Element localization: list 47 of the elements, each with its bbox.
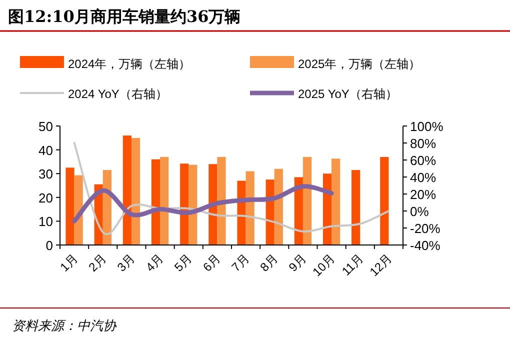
y2-tick-label: 80%: [410, 136, 436, 151]
x-tick-label: 11月: [339, 251, 366, 278]
bar: [208, 164, 218, 245]
x-tick-label: 1月: [57, 251, 80, 274]
bar: [66, 168, 74, 245]
bar: [131, 138, 140, 245]
y-tick-label: 40: [38, 142, 53, 158]
bar: [332, 158, 340, 245]
x-tick-label: 2月: [86, 251, 109, 274]
y-tick-label: 0: [46, 238, 53, 253]
bar: [151, 159, 160, 245]
y2-tick-label: 20%: [410, 187, 436, 202]
legend-label: 2024 YoY（右轴）: [68, 87, 168, 101]
y2-tick-label: -40%: [410, 238, 441, 253]
x-tick-label: 9月: [286, 251, 310, 274]
y2-tick-label: -20%: [410, 221, 441, 236]
y-tick-label: 30: [38, 166, 53, 182]
bar: [160, 156, 169, 245]
legend-label: 2025 YoY（右轴）: [298, 87, 398, 101]
y-tick-label: 50: [38, 119, 53, 134]
bar: [217, 156, 226, 245]
bar: [352, 170, 360, 245]
y2-tick-label: 40%: [410, 170, 436, 185]
y2-tick-label: 0%: [410, 204, 430, 219]
y2-tick-label: 60%: [410, 153, 436, 168]
x-tick-label: 8月: [257, 251, 280, 274]
bar: [122, 136, 132, 245]
legend-label: 2025年，万辆（左轴）: [298, 57, 421, 71]
x-tick-label: 6月: [200, 251, 224, 274]
bar: [180, 164, 189, 245]
x-tick-label: 4月: [143, 251, 166, 274]
legend-label: 2024年，万辆（左轴）: [68, 57, 191, 71]
bar: [380, 156, 389, 245]
x-tick-label: 5月: [172, 251, 195, 274]
text: 资料来源：中汽协: [12, 318, 117, 333]
bar: [246, 171, 254, 245]
y-tick-label: 20: [38, 190, 53, 206]
x-tick-label: 7月: [228, 251, 252, 274]
x-tick-label: 3月: [114, 251, 138, 274]
y2-tick-label: 100%: [410, 119, 444, 134]
x-tick-label: 10月: [310, 251, 338, 280]
bar: [302, 156, 312, 245]
x-tick-label: 12月: [367, 251, 395, 280]
line-series: [72, 184, 334, 224]
chart-title: 图12:10月商用车销量约36万辆: [8, 7, 241, 26]
y-tick-label: 10: [38, 214, 53, 230]
bar: [188, 164, 198, 245]
